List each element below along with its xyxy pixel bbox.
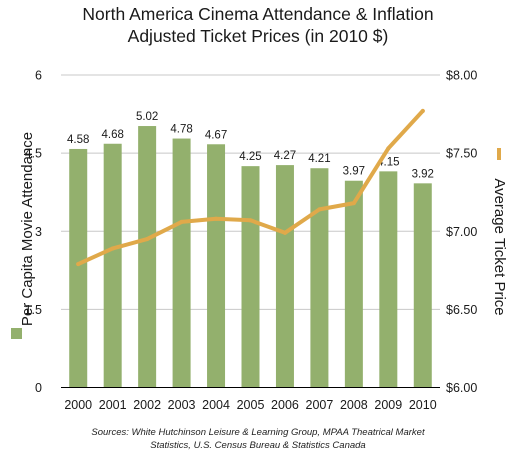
- attendance-data-label: 4.67: [205, 129, 227, 141]
- source-line-1: Sources: White Hutchinson Leisure & Lear…: [91, 427, 425, 438]
- x-axis-tick-label: 2000: [64, 398, 92, 412]
- attendance-data-label: 4.27: [274, 150, 296, 162]
- attendance-bar: [310, 168, 329, 388]
- x-axis-tick-label: 2005: [237, 398, 265, 412]
- ticket-price-point: [317, 207, 322, 212]
- x-axis-tick-label: 2008: [340, 398, 368, 412]
- source-note: Sources: White Hutchinson Leisure & Lear…: [91, 427, 425, 451]
- ticket-price-point: [110, 246, 115, 251]
- right-axis-title: Average Ticket Price: [491, 178, 508, 315]
- chart-title: North America Cinema Attendance & Inflat…: [82, 4, 433, 46]
- right-axis-tick-label: $7.00: [446, 225, 477, 239]
- attendance-data-label: 3.92: [412, 168, 434, 180]
- left-axis-tick-label: 6: [35, 69, 42, 83]
- attendance-bar: [69, 148, 88, 388]
- left-legend-swatch: [11, 328, 22, 339]
- attendance-data-label: 4.21: [308, 153, 330, 165]
- ticket-price-point: [351, 201, 356, 206]
- x-axis-tick-label: 2006: [271, 398, 299, 412]
- attendance-bar: [138, 126, 157, 388]
- ticket-price-line: [76, 108, 425, 267]
- x-axis-tick-labels: 2000 2001 2002 2003 2004 2005 2006 2007 2008 2009…: [64, 398, 436, 412]
- source-line-2: Statistics, U.S. Census Bureau & Statist…: [150, 440, 365, 451]
- left-axis-title: Per Capita Movie Attendance: [19, 132, 36, 326]
- ticket-price-point: [179, 219, 184, 224]
- attendance-data-label: 4.68: [101, 129, 123, 141]
- attendance-bar: [207, 144, 226, 388]
- x-axis-tick-label: 2004: [202, 398, 230, 412]
- x-axis-tick-label: 2007: [306, 398, 334, 412]
- ticket-price-point: [420, 108, 425, 113]
- x-axis-tick-label: 2009: [374, 398, 402, 412]
- attendance-bar: [379, 171, 398, 388]
- x-axis-tick-label: 2002: [133, 398, 161, 412]
- right-axis-tick-label: $8.00: [446, 69, 477, 83]
- ticket-price-point: [282, 230, 287, 235]
- right-axis-tick-label: $7.50: [446, 147, 477, 161]
- attendance-bar: [413, 183, 432, 388]
- ticket-price-point: [145, 237, 150, 242]
- attendance-bar: [275, 165, 294, 388]
- attendance-data-label: 5.02: [136, 111, 158, 123]
- right-axis-tick-label: $6.50: [446, 303, 477, 317]
- attendance-bar: [172, 138, 191, 388]
- left-axis-tick-label: 1.5: [25, 303, 42, 317]
- left-axis-tick-label: 3: [35, 225, 42, 239]
- x-axis-tick-label: 2010: [409, 398, 437, 412]
- attendance-bar: [103, 143, 122, 388]
- x-axis-tick-label: 2001: [99, 398, 127, 412]
- left-axis-tick-label: 0: [35, 381, 42, 395]
- attendance-bar: [241, 166, 260, 388]
- chart-title-line-1: North America Cinema Attendance & Inflat…: [82, 4, 433, 24]
- x-axis-tick-label: 2003: [168, 398, 196, 412]
- attendance-data-label: 4.78: [170, 124, 192, 136]
- right-legend: Average Ticket Price: [491, 148, 508, 316]
- attendance-data-labels: 4.58 4.685.024.78 4.674.25 4.27 4.213.974.15…: [67, 111, 434, 180]
- attendance-data-label: 3.97: [343, 166, 365, 178]
- left-axis-tick-labels: 0 1.5 3 4.5 6: [25, 69, 42, 396]
- left-legend: Per Capita Movie Attendance: [11, 132, 36, 339]
- right-axis-tick-label: $6.00: [446, 381, 477, 395]
- chart-title-line-2: Adjusted Ticket Prices (in 2010 $): [128, 26, 389, 46]
- ticket-price-point: [386, 146, 391, 151]
- right-axis-tick-labels: $6.00 $6.50 $7.00 $7.50 $8.00: [446, 69, 477, 396]
- attendance-bar: [344, 180, 363, 388]
- ticket-price-point: [76, 262, 81, 267]
- ticket-price-point: [248, 218, 253, 223]
- attendance-data-label: 4.58: [67, 134, 89, 146]
- attendance-data-label: 4.25: [239, 151, 261, 163]
- ticket-price-point: [214, 216, 219, 221]
- left-axis-tick-label: 4.5: [25, 147, 42, 161]
